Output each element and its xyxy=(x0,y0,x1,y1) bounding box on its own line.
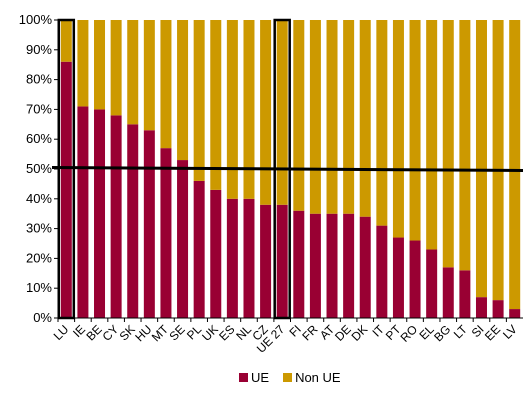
bar-non-ue xyxy=(94,20,106,110)
bar-non-ue xyxy=(177,20,189,161)
bar-non-ue xyxy=(127,20,139,125)
reference-line-group xyxy=(51,166,523,172)
bar-ue xyxy=(492,300,504,318)
bar-non-ue xyxy=(392,20,404,238)
bar-non-ue xyxy=(326,20,338,214)
bar-non-ue xyxy=(409,20,421,241)
y-tick-label: 50% xyxy=(26,161,52,176)
bar-ue xyxy=(376,225,388,318)
legend-label-ue: UE xyxy=(251,370,270,385)
bar-ue xyxy=(442,267,454,318)
bar-non-ue xyxy=(260,20,272,205)
bar-non-ue xyxy=(193,20,205,181)
x-tick-label: DK xyxy=(349,322,371,344)
bar-non-ue xyxy=(376,20,388,226)
bar-ue xyxy=(475,297,487,318)
y-tick-label: 10% xyxy=(26,280,52,295)
bar-non-ue xyxy=(359,20,371,217)
bar-non-ue xyxy=(226,20,238,199)
bar-ue xyxy=(160,148,172,318)
bar-non-ue xyxy=(293,20,305,211)
y-tick-label: 20% xyxy=(26,250,52,265)
bar-ue xyxy=(243,198,255,318)
bar-non-ue xyxy=(210,20,222,190)
bars-group xyxy=(60,20,521,319)
bar-ue xyxy=(426,249,438,318)
bar-ue xyxy=(509,309,521,318)
bar-ue xyxy=(343,213,355,318)
bar-ue xyxy=(309,213,321,318)
bar-non-ue xyxy=(77,20,89,107)
bar-ue xyxy=(359,216,371,318)
bar-non-ue xyxy=(426,20,438,250)
legend-swatch-ue xyxy=(239,373,248,382)
bar-ue xyxy=(143,130,155,318)
bar-non-ue xyxy=(492,20,504,301)
x-tick-label: LT xyxy=(451,322,471,342)
bar-non-ue xyxy=(110,20,122,116)
bar-ue xyxy=(177,160,189,318)
bar-ue xyxy=(276,204,288,318)
bar-ue xyxy=(127,124,139,318)
bar-ue xyxy=(77,106,89,318)
bar-ue xyxy=(226,198,238,318)
legend-swatch-non-ue xyxy=(283,373,293,382)
bar-ue xyxy=(110,115,122,318)
x-tick-label: LV xyxy=(500,322,520,342)
bar-ue xyxy=(210,189,222,318)
bar-ue xyxy=(409,240,421,318)
bar-non-ue xyxy=(309,20,321,214)
bar-non-ue xyxy=(160,20,172,149)
bar-ue xyxy=(326,213,338,318)
bar-non-ue xyxy=(459,20,471,271)
bar-ue xyxy=(94,109,106,319)
bar-non-ue xyxy=(143,20,155,131)
y-tick-label: 80% xyxy=(26,72,52,87)
y-tick-label: 0% xyxy=(33,310,52,325)
bar-non-ue xyxy=(243,20,255,199)
y-tick-label: 90% xyxy=(26,42,52,57)
bar-non-ue xyxy=(276,20,288,205)
bar-ue xyxy=(260,204,272,318)
bar-ue xyxy=(293,210,305,318)
legend: UE Non UE xyxy=(239,370,355,385)
y-axis: 0% 10% 20% 30% 40% 50% 60% 70% 80% 90% 100% xyxy=(19,12,59,325)
y-tick-label: 40% xyxy=(26,191,52,206)
bar-ue xyxy=(392,237,404,318)
legend-label-non-ue: Non UE xyxy=(295,370,341,385)
bar-non-ue xyxy=(442,20,454,268)
bar-non-ue xyxy=(60,20,72,62)
bar-ue xyxy=(193,180,205,318)
bar-ue xyxy=(60,61,72,318)
bar-ue xyxy=(459,270,471,318)
reference-line xyxy=(51,166,523,172)
y-tick-label: 70% xyxy=(26,101,52,116)
bar-non-ue xyxy=(343,20,355,214)
legend-item-non-ue: Non UE xyxy=(283,370,341,385)
x-tick-label: LU xyxy=(51,322,72,343)
y-tick-label: 100% xyxy=(19,12,53,27)
x-tick-label: BG xyxy=(431,322,453,344)
bar-non-ue xyxy=(509,20,521,310)
legend-item-ue: UE xyxy=(239,370,269,385)
y-tick-label: 30% xyxy=(26,221,52,236)
bar-non-ue xyxy=(475,20,487,298)
y-tick-label: 60% xyxy=(26,131,52,146)
